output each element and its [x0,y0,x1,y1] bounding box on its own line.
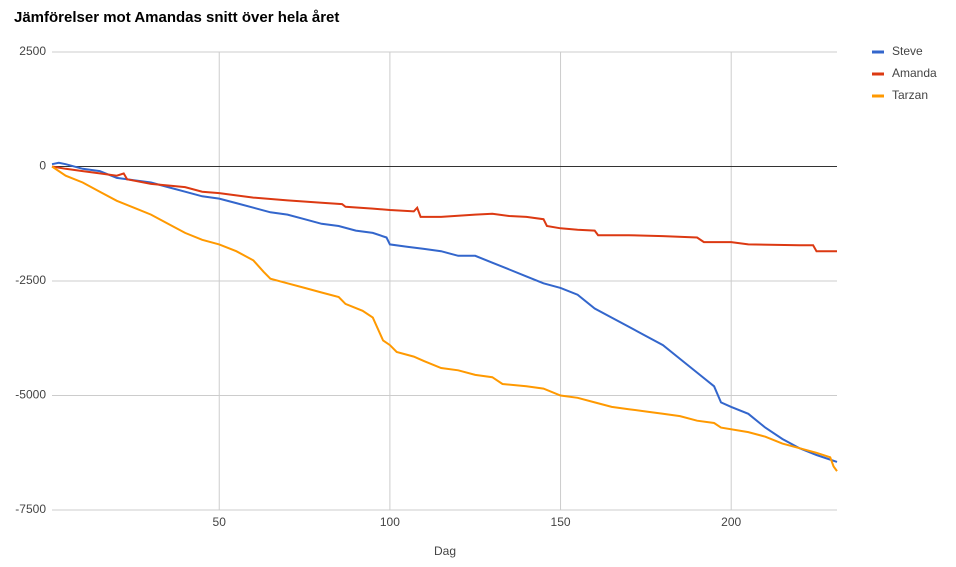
legend-label: Steve [892,44,923,58]
x-tick-label: 200 [721,515,741,529]
series-line [51,165,838,472]
legend-label: Amanda [892,66,937,80]
x-tick-label: 50 [213,515,227,529]
y-tick-label: -2500 [15,273,46,287]
x-tick-label: 100 [380,515,400,529]
y-tick-label: 2500 [19,44,46,58]
series-line [51,165,837,253]
legend-label: Tarzan [892,88,928,102]
x-axis-label: Dag [434,544,456,558]
y-tick-label: -5000 [15,388,46,402]
series-line [51,161,838,463]
x-tick-label: 150 [551,515,571,529]
y-tick-label: -7500 [15,502,46,516]
y-tick-label: 0 [39,159,46,173]
chart-title: Jämförelser mot Amandas snitt över hela … [14,9,339,26]
